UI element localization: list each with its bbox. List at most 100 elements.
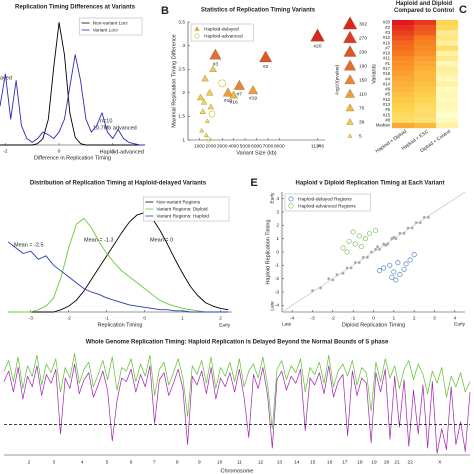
row-label: #6 — [385, 107, 390, 112]
point — [382, 242, 386, 246]
x-tick-label: 6000 — [251, 143, 262, 149]
x-tick-label: 8000 — [274, 143, 285, 149]
heat-cell — [436, 92, 459, 98]
point — [366, 255, 369, 259]
point-label: #3 — [213, 61, 219, 67]
size-legend-key — [346, 118, 354, 125]
point — [248, 85, 259, 95]
annotation: Mean = 0 — [150, 237, 173, 243]
legend-label: Haploid-advanced Regions — [298, 203, 356, 209]
y-tick-label: 1 — [182, 137, 185, 143]
row-label: #3 — [385, 30, 390, 35]
point — [200, 98, 208, 105]
heat-cell — [436, 20, 459, 26]
x-tick-label: 4000 — [228, 143, 239, 149]
legend-box — [79, 17, 143, 36]
heat-cell — [392, 61, 415, 67]
x-tick-label: 12 — [258, 459, 264, 465]
row-label: #19 — [383, 51, 391, 56]
series-line — [8, 212, 229, 313]
y-tick-label: 4 — [276, 196, 279, 202]
x-tick-label: X — [438, 459, 442, 465]
heat-cell — [392, 81, 415, 88]
heat-cell — [392, 66, 415, 72]
point — [406, 226, 410, 230]
panel-title: Haploid v Diploid Replication Timing at … — [296, 181, 445, 187]
heat-cell — [414, 92, 437, 98]
x-tick-label: 17 — [342, 459, 348, 465]
point — [222, 87, 233, 97]
size-legend-key — [344, 74, 356, 85]
point — [310, 28, 325, 42]
point — [341, 271, 345, 275]
y-tick-label: 2.5 — [178, 66, 185, 72]
point — [402, 231, 406, 235]
axis-break: ∕∕ — [317, 143, 321, 149]
heat-cell — [392, 117, 415, 124]
x-tick-label: 1 — [181, 315, 184, 321]
point — [203, 132, 209, 137]
heat-cell — [414, 112, 437, 118]
size-legend-key — [345, 103, 355, 112]
x-tick-label: 3000 — [217, 143, 228, 149]
size-legend-label: 230 — [359, 49, 367, 55]
heat-cell — [392, 30, 415, 36]
y-tick-label: 3 — [182, 43, 185, 49]
annotation: 10.7Mb advanced — [93, 125, 137, 131]
heat-cell — [392, 50, 415, 57]
legend-box — [143, 196, 230, 222]
point — [376, 245, 379, 249]
x-tick-label: 2 — [413, 315, 416, 321]
x-end-label: Early — [219, 322, 231, 328]
heat-cell — [436, 50, 459, 57]
point — [196, 93, 205, 101]
point — [207, 103, 214, 110]
x-tick-label: -1 — [105, 315, 110, 321]
point — [373, 228, 379, 234]
x-tick-label: 7 — [153, 459, 156, 465]
x-axis-label: Difference in Replication Timing — [34, 155, 111, 161]
panel-title: Statistics of Replication Timing Variant… — [201, 8, 316, 14]
panel-title: Replication Timing Differences at Varian… — [15, 5, 136, 11]
row-label: #7 — [385, 45, 390, 50]
panel-letter: B — [161, 5, 169, 17]
point — [366, 230, 372, 236]
heat-cell — [414, 35, 437, 41]
row-label: #9 — [385, 87, 390, 92]
legend-label: Haploid-delayed — [204, 26, 239, 32]
point — [407, 257, 413, 263]
point — [384, 243, 388, 247]
heat-cell — [392, 122, 415, 129]
legend-key — [288, 196, 294, 202]
x-end-label: Early — [454, 321, 466, 327]
x-tick-label: 6 — [130, 459, 133, 465]
series-line — [0, 22, 145, 146]
size-legend-title: -log10(pvalue) — [334, 64, 340, 95]
point — [233, 79, 245, 90]
row-label: #14 — [383, 81, 391, 86]
heat-cell — [436, 56, 459, 62]
point — [319, 286, 323, 290]
panel-title: Haploid and Diploid Compared to Control — [394, 1, 454, 14]
legend-label: Non-variant Regions — [156, 199, 200, 205]
point — [394, 237, 398, 241]
point — [401, 266, 407, 272]
x-tick-label: -2 — [67, 315, 72, 321]
heat-cell — [392, 56, 415, 62]
row-label: #5 — [385, 92, 390, 97]
heat-cell — [414, 25, 437, 31]
x-tick-label: 2 — [28, 459, 31, 465]
row-label: #2 — [385, 25, 390, 30]
x-tick-label: 5 — [106, 459, 109, 465]
point — [229, 90, 238, 99]
point — [370, 250, 373, 254]
x-tick-label: -1 — [351, 315, 356, 321]
point — [386, 242, 390, 246]
y-axis-label: Maximal Replication Timing Difference — [171, 34, 177, 127]
x-tick-label: 22 — [408, 459, 414, 465]
series-line — [3, 353, 471, 430]
row-label: #13 — [383, 102, 391, 107]
point — [344, 249, 350, 255]
legend-label: Variant Regions: Diploid — [156, 206, 207, 212]
legend-label: Variant Regions: Haploid — [156, 213, 209, 219]
